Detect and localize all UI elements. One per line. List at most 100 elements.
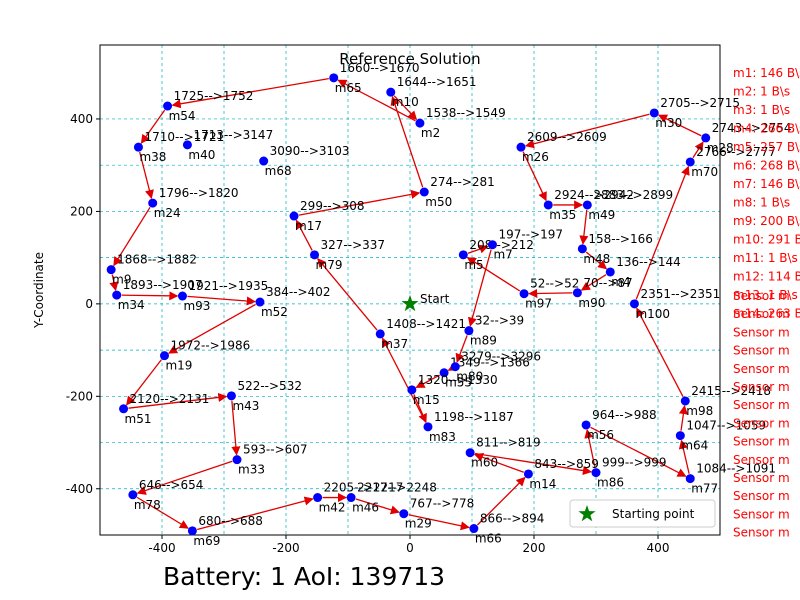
- node-window: 767-->778: [410, 497, 475, 511]
- route-edge: [476, 476, 526, 526]
- node: [701, 133, 711, 143]
- y-tick-label: -200: [66, 389, 93, 403]
- node: [289, 211, 299, 221]
- node-window: 680-->688: [198, 514, 263, 528]
- node: [346, 493, 356, 503]
- node-name: m35: [549, 208, 576, 222]
- node: [423, 422, 433, 432]
- start-marker: [401, 294, 419, 312]
- route-edge: [467, 244, 489, 254]
- side-list-item: m5: 257 B\s: [733, 140, 800, 154]
- node: [177, 291, 187, 301]
- node-window: 208-->212: [469, 238, 534, 252]
- node: [313, 493, 323, 503]
- route-edge: [473, 452, 524, 473]
- node-window: 2766-->2777: [696, 145, 776, 159]
- footer-status: Battery: 1 AoI: 139713: [163, 562, 445, 591]
- node: [187, 526, 197, 536]
- sensor-list-item: Sensor m: [733, 362, 790, 376]
- node-name: m90: [578, 296, 605, 310]
- node-window: 3090-->3103: [270, 144, 350, 158]
- node-name: m29: [405, 517, 432, 531]
- node: [148, 198, 158, 208]
- node-name: m54: [169, 109, 196, 123]
- node-window: 866-->894: [480, 512, 545, 526]
- side-list-item: m12: 114 B\s: [733, 270, 800, 284]
- node: [487, 240, 497, 250]
- node-window: 52-->52: [530, 277, 579, 291]
- node: [259, 156, 269, 166]
- node-window: 2415-->2418: [691, 384, 771, 398]
- sensor-list-item: Sensor m: [733, 398, 790, 412]
- node-window: 274-->281: [430, 175, 495, 189]
- node-window: 2743-->2754: [712, 121, 792, 135]
- node-window: 70-->87: [583, 276, 632, 290]
- route-edge: [657, 114, 702, 137]
- node-name: m43: [232, 399, 259, 413]
- route-edge: [295, 219, 313, 251]
- route-edge: [298, 189, 421, 216]
- route-edge: [584, 428, 596, 468]
- grid-layer: [100, 45, 720, 535]
- chart-title: Reference Solution: [339, 50, 480, 68]
- node: [255, 297, 265, 307]
- node: [519, 289, 529, 299]
- node-window: 1893-->1907: [123, 278, 203, 292]
- x-tick-label: -200: [272, 541, 299, 555]
- node: [439, 368, 449, 378]
- node: [572, 288, 582, 298]
- node-name: m89: [470, 334, 497, 348]
- node-window: 2351-->2351: [640, 287, 720, 301]
- y-axis-label: Y-Coordinate: [32, 252, 46, 329]
- node: [582, 200, 592, 210]
- node: [516, 142, 526, 152]
- side-list-item: m2: 1 B\s: [733, 85, 790, 99]
- node-name: m15: [413, 393, 440, 407]
- sensor-list-item: Sensor m: [733, 471, 790, 485]
- node-name: m68: [265, 164, 292, 178]
- route-edge: [580, 274, 607, 291]
- route-edge: [121, 291, 179, 301]
- route-edge: [337, 79, 416, 122]
- node-name: m2: [421, 126, 440, 140]
- node: [415, 118, 425, 128]
- node-window: 32-->39: [475, 314, 524, 328]
- node: [523, 469, 533, 479]
- node: [581, 420, 591, 430]
- sensor-list-item: Sensor m: [733, 507, 790, 521]
- node: [458, 250, 468, 260]
- node-name: m28: [707, 141, 734, 155]
- node-name: m77: [691, 482, 718, 496]
- side-list-item: m14: 263 B\s: [733, 307, 800, 321]
- node: [226, 391, 236, 401]
- sensor-list-item: Sensor m: [733, 416, 790, 430]
- route-edge: [455, 335, 468, 363]
- route-edge: [524, 113, 650, 149]
- node: [399, 509, 409, 519]
- route-edge: [636, 307, 684, 397]
- node-window: 1644-->1651: [397, 75, 477, 89]
- node-name: m10: [392, 95, 419, 109]
- node-name: m50: [425, 195, 452, 209]
- side-list-item: m3: 1 B\s: [733, 103, 790, 117]
- side-list-item: m4: 266 B\s: [733, 122, 800, 136]
- node: [680, 396, 690, 406]
- node-window: 1921-->1935: [188, 279, 268, 293]
- route-edge: [113, 206, 151, 267]
- y-tick-label: 400: [70, 112, 93, 126]
- node-window: 299-->308: [300, 199, 365, 213]
- node-window: 1710-->1721: [144, 130, 224, 144]
- legend-marker: [578, 505, 596, 522]
- node: [464, 326, 474, 336]
- route-edge: [415, 374, 440, 389]
- node: [386, 87, 396, 97]
- sensor-list-item: Sensor m: [733, 325, 790, 339]
- route-edge: [187, 295, 256, 306]
- node-window: 1349-->1366: [450, 356, 530, 370]
- node-window: 2924-->2942: [554, 188, 634, 202]
- sensor-list-item: Sensor m: [733, 307, 790, 321]
- node: [675, 431, 685, 441]
- node-window: 2883-->2899: [593, 188, 673, 202]
- node-name: m56: [587, 428, 614, 442]
